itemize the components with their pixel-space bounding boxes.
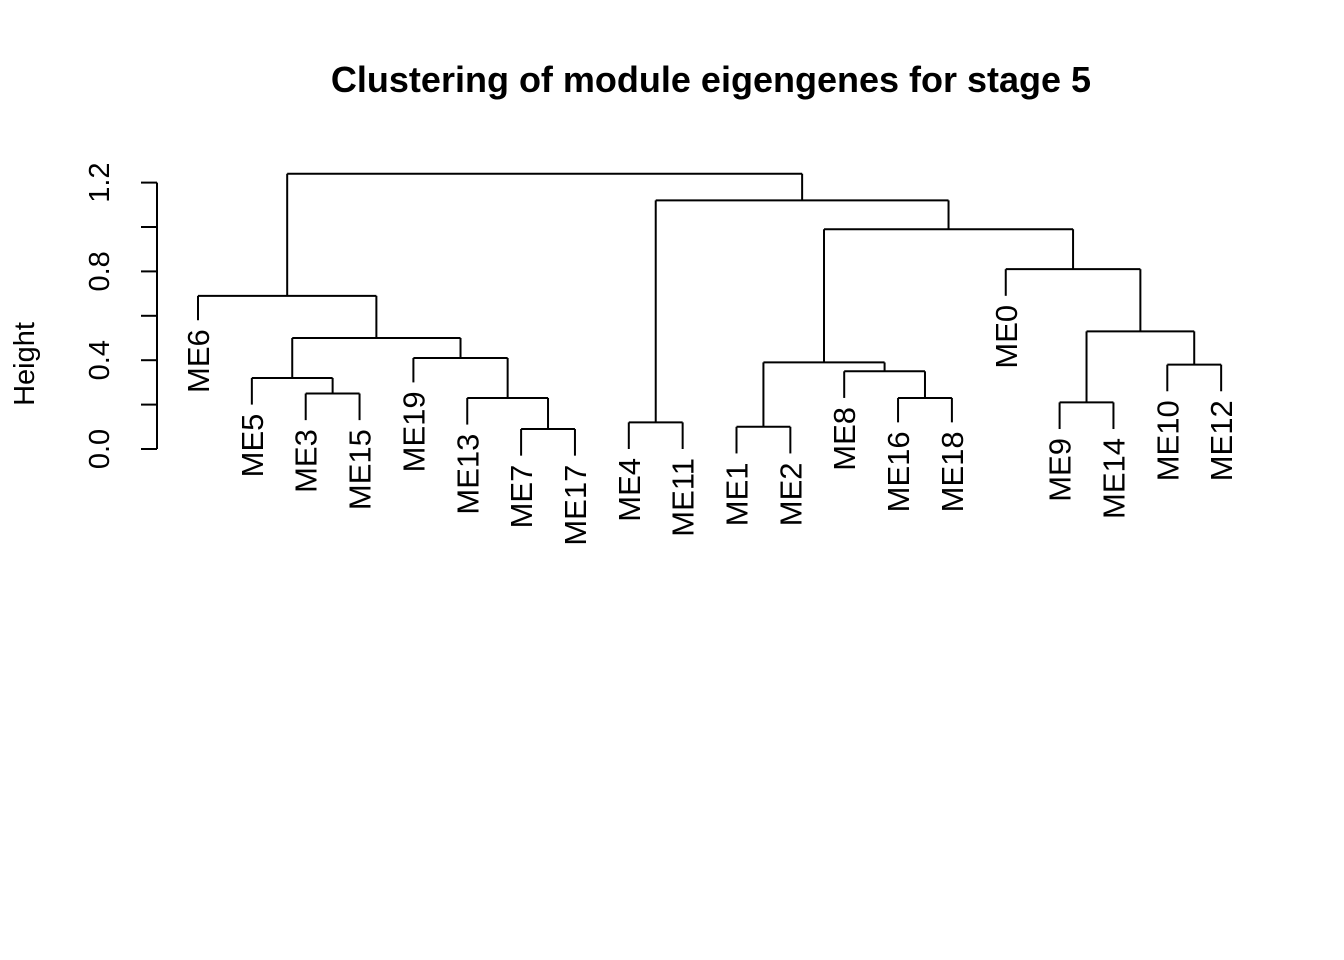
- leaf-label: ME12: [1204, 400, 1239, 481]
- leaf-label: ME3: [289, 429, 324, 493]
- y-tick-label: 1.2: [84, 162, 116, 202]
- leaf-label: ME16: [881, 431, 916, 512]
- leaf-label: ME5: [235, 414, 270, 478]
- y-tick-label: 0.4: [84, 340, 116, 380]
- y-tick-label: 0.8: [84, 251, 116, 291]
- leaf-label: ME18: [935, 431, 970, 512]
- leaf-label: ME4: [612, 458, 647, 522]
- leaf-label: ME10: [1150, 400, 1185, 481]
- leaf-label: ME13: [450, 434, 485, 515]
- leaf-label: ME14: [1096, 438, 1131, 519]
- leaf-label: ME6: [181, 329, 216, 393]
- leaf-labels: ME6 ME5 ME3 ME15 ME19 ME13 ME7 ME17 ME4 ME11 ME1 ME…: [181, 305, 1239, 546]
- chart-title: Clustering of module eigengenes for stag…: [331, 59, 1091, 100]
- leaf-label: ME17: [558, 465, 593, 546]
- leaf-label: ME9: [1043, 438, 1078, 502]
- y-tick-label: 0.0: [84, 429, 116, 469]
- leaf-label: ME7: [504, 465, 539, 529]
- leaf-label: ME15: [343, 429, 378, 510]
- y-axis: 0.0 0.4 0.8 1.2: [84, 162, 158, 469]
- leaf-label: ME1: [720, 462, 755, 526]
- leaf-label: ME19: [396, 391, 431, 472]
- y-axis-label: Height: [9, 322, 41, 406]
- leaf-label: ME2: [773, 462, 808, 526]
- leaf-label: ME0: [989, 305, 1024, 369]
- leaf-label: ME8: [827, 407, 862, 471]
- leaf-label: ME11: [666, 458, 701, 537]
- dendrogram-branches: [197, 172, 1223, 456]
